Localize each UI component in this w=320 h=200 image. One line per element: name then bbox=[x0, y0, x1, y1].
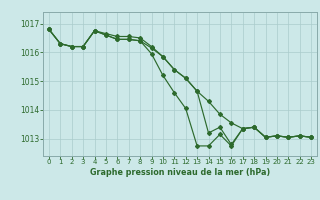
X-axis label: Graphe pression niveau de la mer (hPa): Graphe pression niveau de la mer (hPa) bbox=[90, 168, 270, 177]
